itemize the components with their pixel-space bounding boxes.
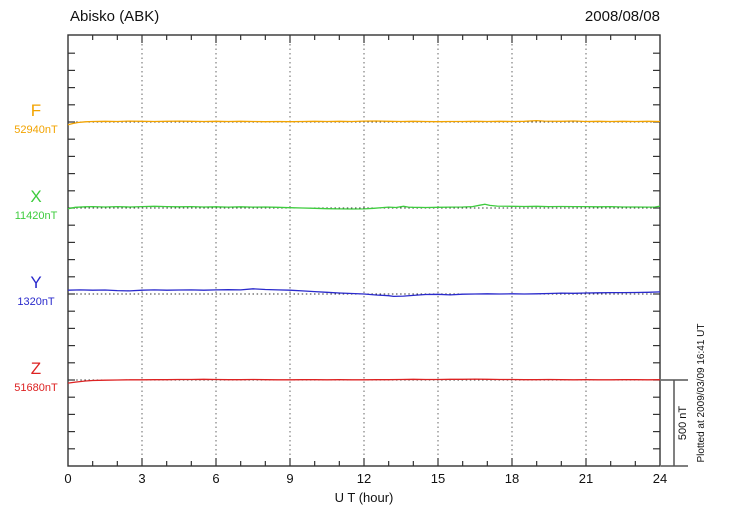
- channel-y-labels: Y 1320nT: [4, 274, 68, 308]
- channel-z-baseline-value: 51680nT: [14, 382, 58, 394]
- channel-f-baseline-value: 52940nT: [14, 124, 58, 136]
- channel-y-letter: Y: [30, 273, 42, 292]
- trace-y: [67, 288, 661, 298]
- station-title: Abisko (ABK): [70, 8, 160, 25]
- channel-f-labels: F 52940nT: [4, 102, 68, 136]
- scale-bar-label: 500 nT: [677, 405, 689, 441]
- x-tick-label-15: 15: [430, 471, 446, 486]
- x-tick-label-12: 12: [356, 471, 372, 486]
- channel-z-labels: Z 51680nT: [4, 360, 68, 394]
- trace-x: [67, 203, 661, 210]
- channel-x-labels: X 11420nT: [4, 188, 68, 222]
- channel-y-baseline-value: 1320nT: [17, 296, 55, 308]
- trace-z: [67, 378, 661, 384]
- channel-z-letter: Z: [30, 359, 42, 378]
- x-tick-label-3: 3: [138, 471, 146, 486]
- channel-x-baseline-value: 11420nT: [14, 210, 58, 222]
- x-tick-label-9: 9: [286, 471, 294, 486]
- plot-frame: [67, 34, 661, 467]
- channel-x-letter: X: [30, 187, 42, 206]
- channel-f-letter: F: [30, 101, 42, 120]
- x-axis-label: U T (hour): [334, 490, 394, 505]
- x-tick-label-0: 0: [64, 471, 72, 486]
- x-tick-label-6: 6: [212, 471, 220, 486]
- trace-f: [67, 119, 661, 126]
- plotted-at-note: Plotted at 2009/03/09 16:41 UT: [696, 323, 707, 463]
- x-tick-label-24: 24: [652, 471, 668, 486]
- x-tick-label-21: 21: [578, 471, 594, 486]
- plot-date: 2008/08/08: [584, 8, 660, 25]
- x-tick-label-18: 18: [504, 471, 520, 486]
